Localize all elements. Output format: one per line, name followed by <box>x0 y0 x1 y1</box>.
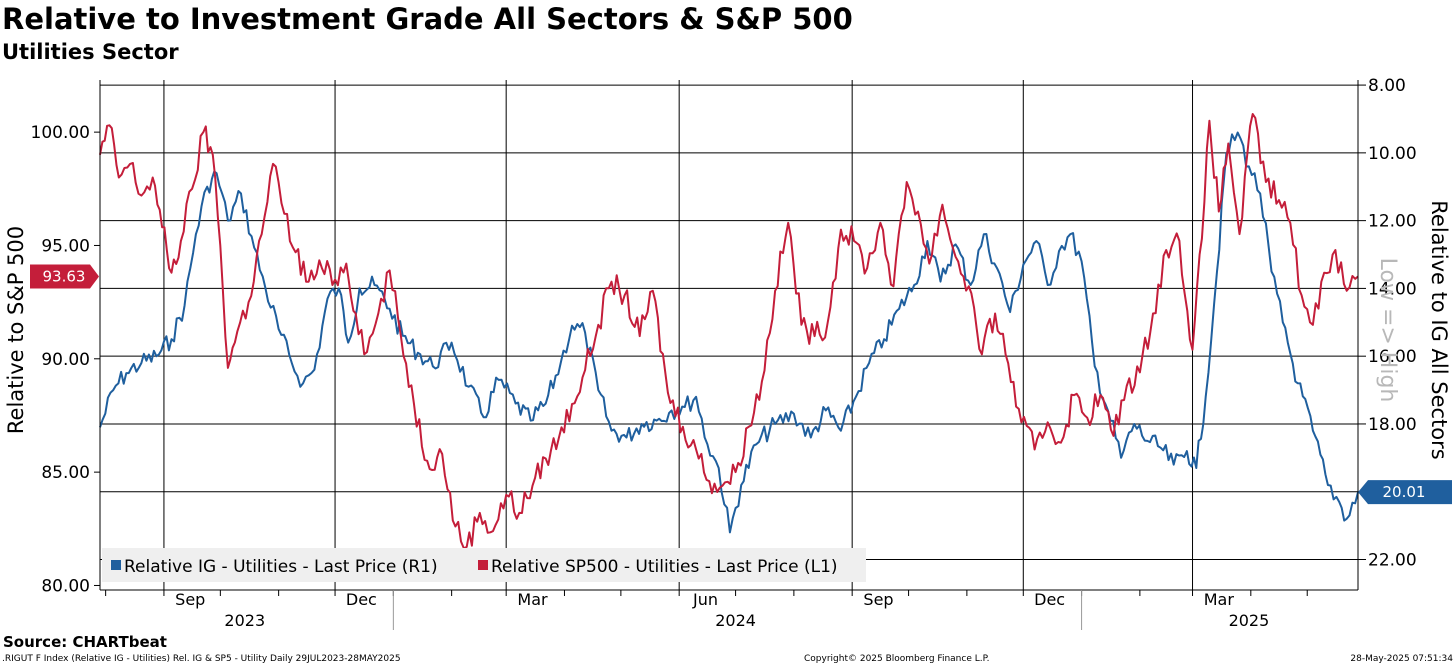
right-tick-label: 12.00 <box>1368 212 1417 232</box>
x-tick-label: Mar <box>517 590 548 609</box>
right-tick-label: 8.00 <box>1368 76 1406 96</box>
right-axis-title: Relative to IG All Sectors <box>1427 200 1451 459</box>
x-tick-label: Sep <box>175 590 205 609</box>
left-last-value-label: 93.63 <box>43 268 86 286</box>
left-axis-title: Relative to S&P 500 <box>4 226 28 434</box>
left-tick-label: 95.00 <box>41 236 90 256</box>
right-last-value-badge: 20.01 <box>1358 480 1452 505</box>
year-label: 2025 <box>1229 611 1270 630</box>
axis-watermark: Low => High <box>1375 258 1400 403</box>
x-tick-label: Mar <box>1204 590 1235 609</box>
chart-subtitle: Utilities Sector <box>2 40 179 64</box>
year-label: 2023 <box>224 611 265 630</box>
copyright: Copyright© 2025 Bloomberg Finance L.P. <box>804 654 990 664</box>
legend-swatch-ig <box>111 560 121 570</box>
series-line-sp500 <box>99 113 1359 550</box>
legend-label-ig: Relative IG - Utilities - Last Price (R1… <box>124 557 438 577</box>
plot-frame <box>99 80 1359 591</box>
chart-title: Relative to Investment Grade All Sectors… <box>2 2 853 36</box>
legend-swatch-sp500 <box>478 560 488 570</box>
left-last-value-badge: 93.63 <box>30 264 99 289</box>
ticker-info: .RIGUT F Index (Relative IG - Utilities)… <box>2 654 401 664</box>
grid-lines <box>100 80 1358 590</box>
right-tick-label: 10.00 <box>1368 144 1417 164</box>
left-tick-label: 90.00 <box>41 350 90 370</box>
right-tick-label: 14.00 <box>1368 279 1417 299</box>
source-label: Source: CHARTbeat <box>3 633 167 651</box>
right-tick-label: 16.00 <box>1368 347 1417 367</box>
year-labels: 2023 2024 2025 <box>224 590 1269 630</box>
timestamp: 28-May-2025 07:51:34 <box>1350 654 1453 664</box>
left-axis-ticks: 80.00 85.00 90.00 95.00 100.00 <box>31 123 100 596</box>
x-tick-label: Jun <box>692 590 718 609</box>
series-line-ig <box>99 131 1359 534</box>
right-tick-label: 18.00 <box>1368 415 1417 435</box>
left-tick-label: 80.00 <box>41 576 90 596</box>
year-label: 2024 <box>715 611 756 630</box>
x-tick-label: Sep <box>863 590 893 609</box>
legend-label-sp500: Relative SP500 - Utilities - Last Price … <box>491 557 838 577</box>
legend: Relative IG - Utilities - Last Price (R1… <box>102 548 866 582</box>
x-tick-label: Dec <box>1034 590 1065 609</box>
right-last-value-label: 20.01 <box>1383 483 1426 501</box>
x-tick-label: Dec <box>346 590 377 609</box>
x-axis-ticks: Sep Dec Mar Jun Sep Dec Mar <box>105 590 1308 609</box>
left-tick-label: 100.00 <box>31 123 90 143</box>
right-tick-label: 22.00 <box>1368 551 1417 571</box>
series-layer <box>99 113 1359 550</box>
left-tick-label: 85.00 <box>41 463 90 483</box>
